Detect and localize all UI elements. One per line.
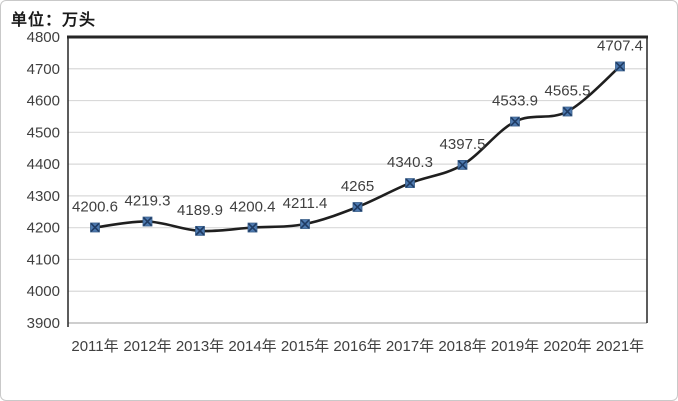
x-tick-label: 2012年 (123, 338, 171, 355)
y-tick-label: 3900 (27, 315, 60, 332)
data-label: 4189.9 (177, 202, 223, 219)
marker-x-stroke (195, 226, 205, 236)
marker-x-stroke (352, 202, 363, 212)
marker-x-stroke (405, 178, 415, 188)
y-tick-label: 4800 (27, 29, 60, 46)
marker-x-stroke (562, 106, 573, 117)
data-label: 4565.5 (545, 83, 591, 100)
data-label: 4533.9 (492, 93, 538, 110)
data-label: 4219.3 (125, 193, 171, 210)
marker-x-stroke (142, 216, 153, 227)
marker-x-stroke (90, 222, 100, 233)
y-tick-label: 4200 (27, 220, 60, 237)
y-tick-label: 4500 (27, 124, 60, 141)
marker-x-stroke (615, 61, 625, 71)
x-tick-label: 2021年 (596, 338, 644, 355)
x-tick-label: 2018年 (438, 338, 486, 355)
x-tick-label: 2011年 (71, 338, 118, 355)
x-tick-label: 2019年 (491, 338, 539, 355)
data-label: 4211.4 (283, 195, 328, 212)
y-tick-label: 4400 (27, 156, 60, 173)
y-tick-label: 4700 (27, 61, 60, 78)
marker-x-stroke (247, 222, 258, 233)
data-label: 4707.4 (597, 37, 643, 54)
marker-x-stroke (510, 116, 520, 127)
data-label: 4340.3 (387, 154, 433, 171)
marker-x-stroke (300, 219, 310, 229)
x-tick-label: 2016年 (333, 338, 381, 355)
y-tick-label: 4300 (27, 188, 60, 205)
x-tick-label: 2017年 (386, 338, 434, 355)
x-tick-label: 2020年 (543, 338, 591, 355)
y-tick-label: 4000 (27, 283, 60, 300)
x-tick-label: 2015年 (281, 338, 329, 355)
x-tick-label: 2014年 (228, 338, 276, 355)
unit-label: 单位：万头 (11, 12, 97, 29)
data-label: 4200.4 (230, 199, 276, 216)
marker-x-stroke (457, 160, 468, 170)
x-tick-label: 2013年 (176, 338, 224, 355)
data-label: 4397.5 (440, 136, 486, 153)
y-tick-label: 4600 (27, 93, 60, 110)
data-label: 4265 (341, 178, 374, 195)
data-label: 4200.6 (72, 198, 118, 215)
y-tick-label: 4100 (27, 251, 60, 268)
